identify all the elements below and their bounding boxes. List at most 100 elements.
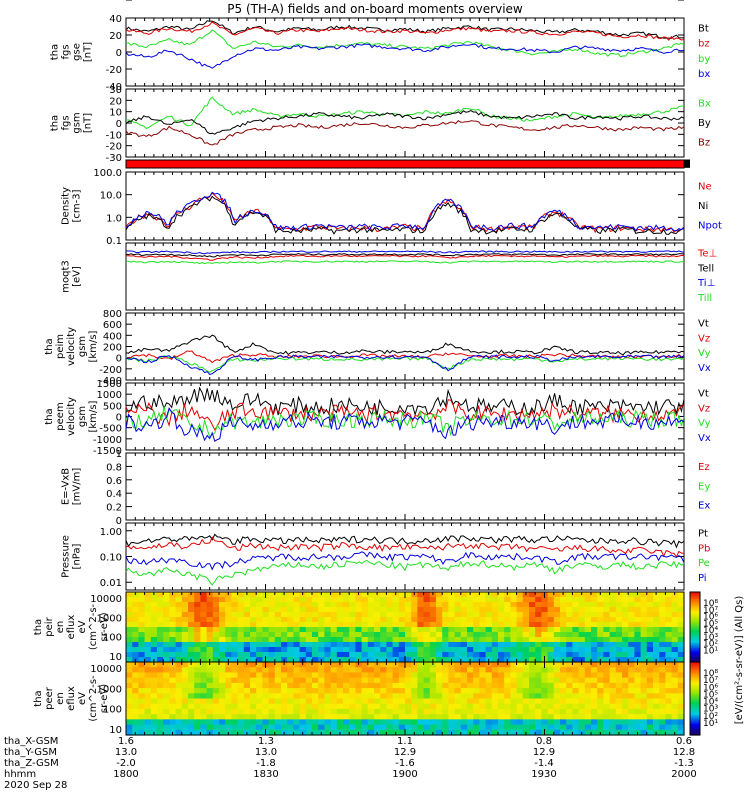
panel-8-cell xyxy=(126,657,133,663)
panel-9-ytick-label: 10000 xyxy=(90,664,122,675)
panel-8-cell xyxy=(380,657,387,663)
panel-9-cell xyxy=(343,662,350,668)
panel-9-cell xyxy=(622,708,629,715)
panel-9-cell xyxy=(150,719,158,726)
panel-9-cell xyxy=(138,682,146,689)
panel-9-cell xyxy=(175,662,183,668)
panel-9-cell xyxy=(268,667,276,674)
panel-8-cell xyxy=(553,607,561,613)
panel-8-cell xyxy=(330,647,338,653)
panel-8-cell xyxy=(219,637,226,643)
panel-9-cell xyxy=(485,703,493,710)
panel-9-cell xyxy=(181,714,189,720)
panel-8-cell xyxy=(225,607,232,613)
panel-8-cell xyxy=(609,607,617,613)
panel-8-cell xyxy=(448,612,456,618)
panel-9-cell xyxy=(305,662,313,668)
panel-9-cell xyxy=(212,688,220,694)
panel-9-cell xyxy=(671,698,679,705)
panel-9-cell xyxy=(622,729,629,736)
panel-9-cell xyxy=(367,688,375,694)
panel-8-cell xyxy=(609,592,617,598)
panel-8-cell xyxy=(423,627,431,633)
panel-8-cell xyxy=(553,622,561,628)
panel-8-cell xyxy=(504,642,511,648)
panel-8-cell xyxy=(628,637,635,643)
panel-8-cell xyxy=(479,632,487,638)
panel-9-cell xyxy=(398,714,406,720)
panel-5-ytick-label: 0 xyxy=(116,413,122,424)
panel-8-cell xyxy=(417,607,425,613)
panel-8-cell xyxy=(206,652,214,658)
panel-8-cell xyxy=(454,637,462,643)
panel-9-cell xyxy=(442,693,449,700)
panel-8-cell xyxy=(194,617,201,623)
panel-8-cell xyxy=(163,627,170,633)
panel-8-cell xyxy=(188,612,195,618)
panel-9-cell xyxy=(324,688,332,694)
panel-8-cell xyxy=(374,602,381,608)
panel-8-cell xyxy=(473,637,480,643)
panel-8-cell xyxy=(299,617,307,623)
panel-8-cell xyxy=(386,592,394,598)
panel-3-ytick-label: 10⁻⁴ xyxy=(100,0,122,3)
panel-9-cell xyxy=(324,724,332,731)
panel-9-cell xyxy=(572,729,580,736)
panel-8-cell xyxy=(305,652,313,658)
panel-9-cell xyxy=(305,724,313,731)
panel-8-cell xyxy=(572,652,580,658)
panel-8-cell xyxy=(237,632,245,638)
panel-9-cell xyxy=(522,667,530,674)
panel-9-cell xyxy=(194,688,201,694)
panel-8-cell xyxy=(274,607,282,613)
panel-9-cell xyxy=(429,677,437,684)
panel-8-cell xyxy=(640,642,648,648)
panel-8-colorbar-cell xyxy=(690,639,700,642)
panel-4-ytick-label: -400 xyxy=(99,376,122,387)
panel-8-cell xyxy=(529,652,536,658)
panel-9-cell xyxy=(603,729,611,736)
panel-8-cell xyxy=(411,612,418,618)
panel-8-cell xyxy=(467,597,474,603)
panel-9-cell xyxy=(250,677,257,684)
panel-9-cell xyxy=(485,677,493,684)
panel-8-cell xyxy=(423,592,431,598)
panel-9-cell xyxy=(578,693,586,700)
panel-9-cell xyxy=(677,662,685,668)
panel-8-cell xyxy=(572,607,580,613)
panel-8-cell xyxy=(355,617,363,623)
panel-9-cell xyxy=(553,677,561,684)
panel-8-cell xyxy=(677,607,685,613)
panel-9-cell xyxy=(144,724,152,731)
x-axis-value: 12.9 xyxy=(533,747,555,758)
panel-8-ylabel: en xyxy=(55,621,66,634)
panel-8-cell xyxy=(467,642,474,648)
panel-8-cell xyxy=(429,597,437,603)
panel-9-colorbar-cell xyxy=(690,727,700,731)
panel-9-cell xyxy=(312,677,319,684)
panel-8-cell xyxy=(423,617,431,623)
panel-9-cell xyxy=(126,682,133,689)
panel-9-cell xyxy=(256,662,263,668)
panel-9-cell xyxy=(330,688,338,694)
panel-9-cell xyxy=(677,703,685,710)
panel-8-cell xyxy=(479,642,487,648)
panel-9-cell xyxy=(175,667,183,674)
panel-9-cell xyxy=(646,703,654,710)
panel-9-cell xyxy=(442,667,449,674)
panel-9-cell xyxy=(194,662,201,668)
panel-8-cell xyxy=(597,607,604,613)
panel-8-cell xyxy=(491,612,499,618)
panel-9-cell xyxy=(181,698,189,705)
panel-8-cell xyxy=(262,627,270,633)
panel-8-cell xyxy=(578,622,586,628)
panel-8-cell xyxy=(597,627,604,633)
panel-8-cell xyxy=(175,597,183,603)
panel-8-cell xyxy=(659,652,666,658)
panel-9-cell xyxy=(646,719,654,726)
panel-9-cell xyxy=(423,729,431,736)
panel-9-cell xyxy=(429,724,437,731)
panel-8-cell xyxy=(274,612,282,618)
panel-9-cell xyxy=(491,724,499,731)
panel-8-cell xyxy=(529,612,536,618)
